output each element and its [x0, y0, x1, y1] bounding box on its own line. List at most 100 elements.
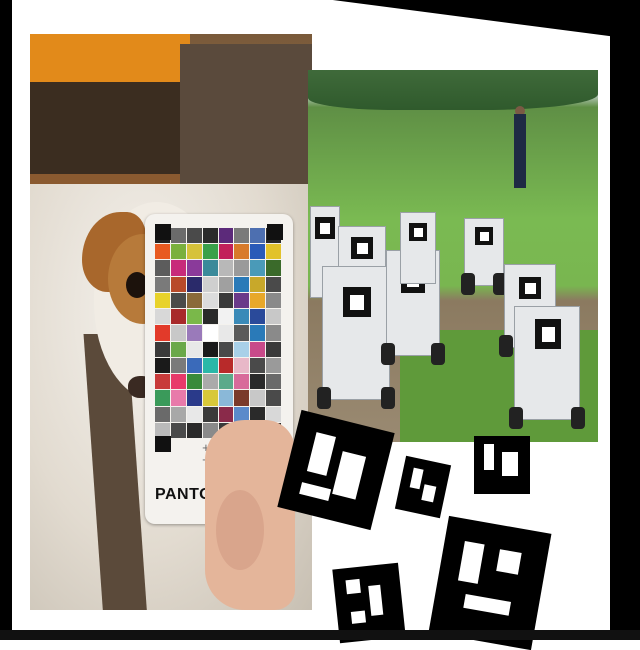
robot-wheel [509, 407, 523, 429]
color-swatch [170, 244, 186, 260]
color-swatch [250, 309, 266, 325]
robot [400, 212, 436, 284]
color-swatch [218, 406, 234, 422]
robot-wheel [499, 335, 513, 357]
frame-edge [0, 0, 12, 640]
color-swatch [155, 244, 170, 260]
color-swatch [170, 325, 186, 341]
corner-marker [267, 224, 283, 240]
color-swatch [170, 406, 186, 422]
robot-wheel [317, 387, 331, 409]
robot-marker [343, 287, 371, 317]
color-swatch [202, 292, 218, 309]
color-swatch [266, 244, 281, 260]
color-swatch [250, 357, 266, 374]
robot-wheel [381, 387, 395, 409]
color-swatch [250, 260, 266, 276]
color-swatch [202, 406, 218, 422]
color-swatch [170, 390, 186, 406]
color-swatch [234, 292, 250, 309]
crate-wall [180, 44, 312, 204]
robot-wheel [571, 407, 585, 429]
color-swatch [234, 244, 250, 260]
robot-marker [535, 319, 561, 349]
person [514, 114, 526, 188]
color-swatch [250, 390, 266, 406]
color-swatch [234, 260, 250, 276]
color-swatch [250, 228, 266, 244]
color-swatch [218, 244, 234, 260]
color-swatch [202, 341, 218, 357]
color-swatch [186, 292, 202, 309]
color-swatch [202, 357, 218, 374]
color-swatch [266, 406, 281, 422]
color-swatch [218, 276, 234, 292]
color-swatch [186, 228, 202, 244]
color-swatch [266, 325, 281, 341]
color-swatch [266, 390, 281, 406]
color-swatch [186, 244, 202, 260]
color-swatch [266, 357, 281, 374]
color-swatch [170, 422, 186, 438]
color-swatch [155, 374, 170, 390]
color-swatch [266, 309, 281, 325]
color-swatch [202, 390, 218, 406]
color-swatch [170, 341, 186, 357]
color-chart-card: + + + + PANTONE [145, 214, 293, 524]
robot-marker [475, 227, 493, 245]
color-swatch [202, 276, 218, 292]
color-swatch [218, 357, 234, 374]
color-swatch [202, 374, 218, 390]
color-swatch [218, 325, 234, 341]
crate-frame [30, 82, 200, 192]
color-swatch [170, 292, 186, 309]
color-swatch [155, 390, 170, 406]
color-swatch [250, 244, 266, 260]
color-swatch [234, 276, 250, 292]
color-swatch [218, 309, 234, 325]
color-swatch [170, 260, 186, 276]
robot-marker [315, 217, 335, 239]
color-swatch [186, 309, 202, 325]
color-swatch [250, 374, 266, 390]
frame-edge [0, 630, 640, 640]
color-swatch [250, 406, 266, 422]
color-swatch [186, 406, 202, 422]
robots-photo [308, 70, 598, 442]
color-swatch [186, 422, 202, 438]
color-swatch [234, 341, 250, 357]
color-swatch [155, 422, 170, 438]
color-swatch [250, 341, 266, 357]
robot [317, 266, 395, 409]
robot-marker [409, 223, 427, 241]
color-swatch [202, 260, 218, 276]
color-swatch [155, 406, 170, 422]
corner-marker [155, 436, 171, 452]
corner-marker [155, 224, 171, 240]
robot [509, 306, 585, 429]
color-swatch [186, 260, 202, 276]
color-swatch [234, 357, 250, 374]
color-swatch [218, 374, 234, 390]
color-swatch [266, 260, 281, 276]
color-swatch [170, 309, 186, 325]
color-swatch [186, 390, 202, 406]
dog-eye [126, 272, 148, 298]
color-swatch [234, 228, 250, 244]
color-swatch [266, 374, 281, 390]
color-swatch [202, 228, 218, 244]
robot-wheel [381, 343, 395, 365]
color-swatch [155, 357, 170, 374]
color-swatch [234, 390, 250, 406]
color-swatch [155, 325, 170, 341]
color-swatch [155, 292, 170, 309]
color-swatch [186, 374, 202, 390]
color-swatch [202, 244, 218, 260]
color-swatch [250, 276, 266, 292]
robot-wheel [431, 343, 445, 365]
robot-marker [519, 277, 541, 299]
color-swatch [186, 276, 202, 292]
color-swatch [186, 357, 202, 374]
color-swatch [155, 276, 170, 292]
color-swatch [234, 406, 250, 422]
